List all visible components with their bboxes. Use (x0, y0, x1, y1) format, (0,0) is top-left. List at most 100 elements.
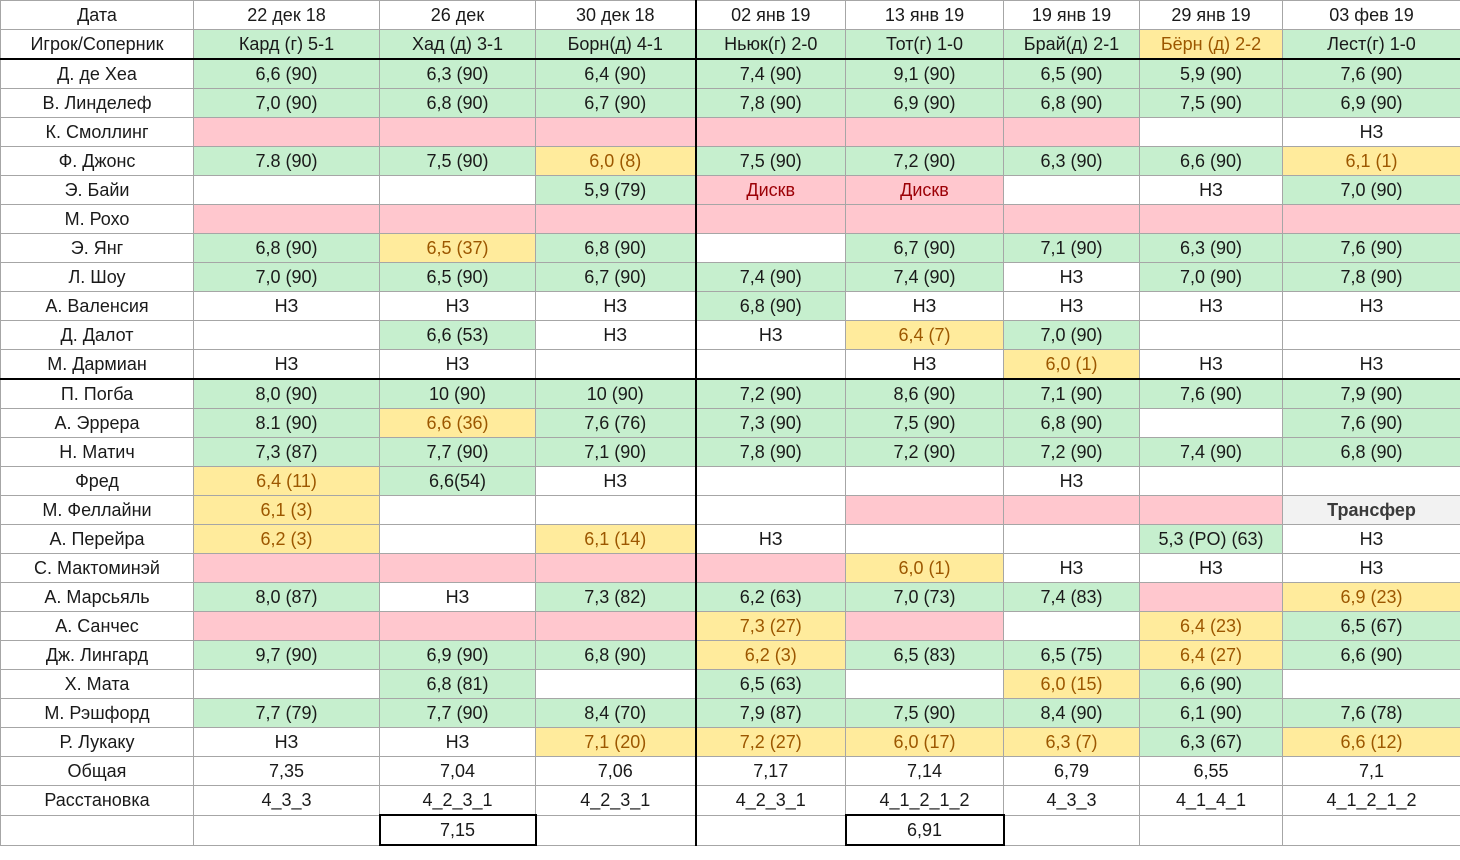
row-label[interactable]: Дата (0, 0, 194, 30)
rating-cell[interactable]: 6,2 (3) (694, 640, 846, 670)
rating-cell[interactable]: 6,6 (12) (1282, 727, 1460, 757)
rating-cell[interactable] (845, 117, 1004, 147)
rating-cell[interactable]: 6,5 (67) (1282, 611, 1460, 641)
rating-cell[interactable]: 7.8 (90) (193, 146, 380, 176)
rating-cell[interactable]: 7,9 (90) (1282, 378, 1460, 409)
total-cell[interactable]: 6,79 (1003, 756, 1140, 786)
rating-cell[interactable]: НЗ (193, 727, 380, 757)
rating-cell[interactable]: 6,7 (90) (535, 88, 696, 118)
rating-cell[interactable]: 6,6 (90) (1139, 669, 1283, 699)
rating-cell[interactable]: НЗ (1003, 466, 1140, 496)
row-label[interactable]: Расстановка (0, 785, 194, 816)
formation-cell[interactable]: 4_2_3_1 (535, 785, 696, 816)
rating-cell[interactable]: 7,8 (90) (694, 88, 846, 118)
rating-cell[interactable]: 7,1 (90) (1003, 233, 1140, 263)
rating-cell[interactable]: 6,1 (1) (1282, 146, 1460, 176)
rating-cell[interactable]: 6,6 (90) (193, 58, 380, 89)
summary-cell[interactable]: 6,91 (844, 814, 1005, 846)
rating-cell[interactable] (1282, 466, 1460, 496)
rating-cell[interactable]: 7,0 (90) (1003, 320, 1140, 350)
date-header[interactable]: 19 янв 19 (1003, 0, 1140, 30)
summary-cell[interactable] (535, 814, 696, 846)
rating-cell[interactable] (1003, 611, 1140, 641)
formation-cell[interactable]: 4_3_3 (193, 785, 380, 816)
date-header[interactable]: 03 фев 19 (1282, 0, 1460, 30)
rating-cell[interactable]: НЗ (1282, 117, 1460, 147)
rating-cell[interactable]: 8,6 (90) (845, 378, 1004, 409)
rating-cell[interactable]: 6,8 (90) (535, 233, 696, 263)
rating-cell[interactable]: 6,8 (81) (379, 669, 536, 699)
rating-cell[interactable]: 6,8 (90) (379, 88, 536, 118)
rating-cell[interactable] (193, 204, 380, 234)
opponent-cell[interactable]: Лест(г) 1-0 (1282, 29, 1460, 60)
player-name[interactable]: Дж. Лингард (0, 640, 194, 670)
rating-cell[interactable] (1003, 117, 1140, 147)
rating-cell[interactable] (1139, 466, 1283, 496)
rating-cell[interactable]: 6,3 (90) (1139, 233, 1283, 263)
opponent-cell[interactable]: Ньюк(г) 2-0 (694, 29, 846, 60)
rating-cell[interactable]: 6,6 (36) (379, 408, 536, 438)
rating-cell[interactable]: НЗ (379, 727, 536, 757)
opponent-cell[interactable]: Тот(г) 1-0 (845, 29, 1004, 60)
rating-cell[interactable] (535, 553, 696, 583)
rating-cell[interactable]: 7,0 (90) (193, 262, 380, 292)
rating-cell[interactable] (845, 466, 1004, 496)
rating-cell[interactable]: 7,3 (87) (193, 437, 380, 467)
rating-cell[interactable]: НЗ (1282, 349, 1460, 380)
opponent-cell[interactable]: Борн(д) 4-1 (535, 29, 696, 60)
rating-cell[interactable]: 8,0 (87) (193, 582, 380, 612)
rating-cell[interactable] (1139, 320, 1283, 350)
rating-cell[interactable]: 7,3 (90) (694, 408, 846, 438)
rating-cell[interactable]: 7,6 (78) (1282, 698, 1460, 728)
rating-cell[interactable]: 7,4 (90) (694, 262, 846, 292)
rating-cell[interactable]: 7,2 (90) (694, 378, 846, 409)
rating-cell[interactable]: НЗ (535, 466, 696, 496)
player-name[interactable]: Д. Далот (0, 320, 194, 350)
total-cell[interactable]: 7,06 (535, 756, 696, 786)
formation-cell[interactable]: 4_1_4_1 (1139, 785, 1283, 816)
rating-cell[interactable]: 7,0 (90) (1282, 175, 1460, 205)
rating-cell[interactable] (193, 611, 380, 641)
rating-cell[interactable] (694, 466, 846, 496)
rating-cell[interactable]: 7,6 (90) (1282, 58, 1460, 89)
rating-cell[interactable] (1139, 582, 1283, 612)
rating-cell[interactable] (1139, 117, 1283, 147)
rating-cell[interactable]: 6,0 (1) (1003, 349, 1140, 380)
rating-cell[interactable]: 6,0 (15) (1003, 669, 1140, 699)
player-name[interactable]: Х. Мата (0, 669, 194, 699)
player-name[interactable]: М. Дармиан (0, 349, 194, 380)
rating-cell[interactable] (1282, 320, 1460, 350)
rating-cell[interactable]: 6,0 (1) (845, 553, 1004, 583)
rating-cell[interactable]: 6,4 (23) (1139, 611, 1283, 641)
rating-cell[interactable]: 8,4 (90) (1003, 698, 1140, 728)
rating-cell[interactable]: 6,7 (90) (535, 262, 696, 292)
formation-cell[interactable]: 4_2_3_1 (694, 785, 846, 816)
rating-cell[interactable] (694, 553, 846, 583)
rating-cell[interactable]: НЗ (379, 291, 536, 321)
rating-cell[interactable]: 7,5 (90) (1139, 88, 1283, 118)
rating-cell[interactable] (845, 669, 1004, 699)
rating-cell[interactable]: 7,4 (90) (694, 58, 846, 89)
rating-cell[interactable] (845, 495, 1004, 525)
rating-cell[interactable] (379, 553, 536, 583)
rating-cell[interactable]: 7,4 (90) (1139, 437, 1283, 467)
rating-cell[interactable]: 6,5 (75) (1003, 640, 1140, 670)
total-cell[interactable]: 7,35 (193, 756, 380, 786)
rating-cell[interactable] (694, 117, 846, 147)
date-header[interactable]: 30 дек 18 (535, 0, 696, 30)
rating-cell[interactable]: 8,0 (90) (193, 378, 380, 409)
rating-cell[interactable]: НЗ (694, 524, 846, 554)
player-name[interactable]: М. Рохо (0, 204, 194, 234)
player-name[interactable]: Э. Янг (0, 233, 194, 263)
rating-cell[interactable] (535, 495, 696, 525)
rating-cell[interactable] (845, 611, 1004, 641)
rating-cell[interactable] (1139, 204, 1283, 234)
rating-cell[interactable] (535, 669, 696, 699)
rating-cell[interactable] (845, 204, 1004, 234)
rating-cell[interactable] (1139, 408, 1283, 438)
rating-cell[interactable]: 6,5 (63) (694, 669, 846, 699)
rating-cell[interactable]: 7,2 (27) (694, 727, 846, 757)
rating-cell[interactable]: 7,2 (90) (1003, 437, 1140, 467)
player-name[interactable]: Л. Шоу (0, 262, 194, 292)
rating-cell[interactable]: Трансфер (1282, 495, 1460, 525)
